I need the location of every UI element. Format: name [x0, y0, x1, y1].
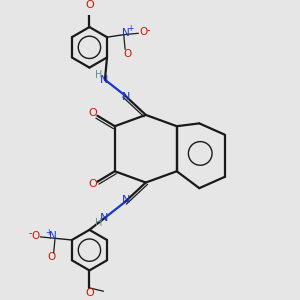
- Text: H: H: [95, 70, 102, 80]
- Text: N: N: [122, 28, 130, 38]
- Text: O: O: [47, 252, 55, 262]
- Text: N: N: [122, 92, 130, 102]
- Text: O: O: [124, 49, 132, 58]
- Text: N: N: [49, 231, 57, 241]
- Text: N: N: [100, 213, 108, 223]
- Text: N: N: [100, 75, 108, 85]
- Text: O: O: [85, 288, 94, 298]
- Text: O: O: [85, 0, 94, 10]
- Text: -: -: [147, 25, 150, 35]
- Text: N: N: [122, 195, 130, 205]
- Text: +: +: [127, 24, 133, 33]
- Text: O: O: [139, 27, 148, 38]
- Text: H: H: [95, 218, 102, 228]
- Text: +: +: [45, 228, 51, 237]
- Text: O: O: [88, 108, 97, 118]
- Text: O: O: [88, 179, 97, 189]
- Text: -: -: [28, 229, 32, 238]
- Text: O: O: [31, 231, 40, 241]
